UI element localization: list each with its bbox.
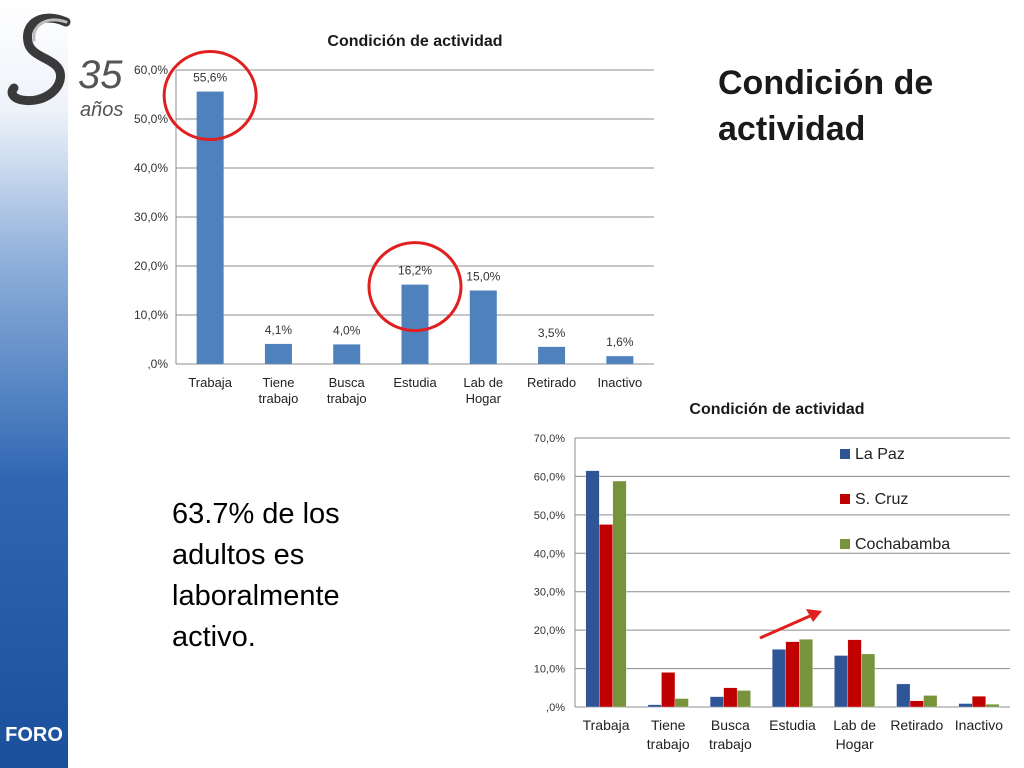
data-label: 4,1% — [265, 323, 293, 337]
slide-title: Condición de actividad — [718, 64, 934, 148]
legend-label: Cochabamba — [855, 536, 950, 553]
data-label: 15,0% — [466, 270, 500, 284]
x-tick-label: trabajo — [647, 736, 690, 752]
legend-label: La Paz — [855, 446, 905, 463]
y-tick-label: 30,0% — [134, 210, 168, 224]
x-tick-label: trabajo — [709, 736, 752, 752]
bar — [958, 703, 973, 708]
x-tick-label: trabajo — [259, 391, 299, 406]
data-label: 55,6% — [193, 71, 227, 85]
y-tick-label: 40,0% — [134, 161, 168, 175]
logo-swirl-highlight — [32, 18, 68, 42]
x-tick-label: trabajo — [327, 391, 367, 406]
overall-activity-chart: Condición de actividad ,0% 10,0% 20,0% 30,0%… — [134, 33, 654, 406]
by-city-activity-chart: Condición de actividad ,0% 10,0% 20,0% 30,0%… — [534, 401, 1010, 752]
bar — [834, 655, 849, 708]
bar — [736, 690, 751, 708]
anniversary-logo: 35 años — [7, 13, 123, 121]
bar — [674, 698, 689, 708]
logo-word: años — [80, 99, 123, 121]
footer-label: FORO — [5, 724, 63, 746]
legend-swatch — [840, 494, 850, 504]
bar — [896, 683, 911, 708]
legend-swatch — [840, 539, 850, 549]
y-tick-label: 60,0% — [534, 471, 565, 483]
x-tick-label: Trabaja — [583, 717, 630, 733]
x-tick-label: Retirado — [527, 375, 576, 390]
bar — [585, 470, 600, 708]
bar — [772, 649, 786, 708]
chart-title: Condición de actividad — [689, 401, 864, 418]
x-tick-label: Busca — [329, 375, 366, 390]
x-tick-label: Tiene — [262, 375, 294, 390]
x-tick-label: Retirado — [890, 717, 943, 733]
bar — [196, 91, 224, 364]
x-tick-label: Lab de — [463, 375, 503, 390]
sidebar-band — [0, 0, 68, 768]
chart-title: Condición de actividad — [327, 33, 502, 50]
bar — [333, 344, 361, 364]
x-tick-label: Trabaja — [188, 375, 232, 390]
x-tick-label: Hogar — [466, 391, 502, 406]
bar — [469, 290, 497, 364]
data-label: 1,6% — [606, 335, 634, 349]
legend-label: S. Cruz — [855, 491, 908, 508]
bar — [909, 700, 924, 708]
bar — [606, 356, 634, 364]
y-tick-label: 50,0% — [534, 510, 565, 522]
y-tick-label: 40,0% — [534, 548, 565, 560]
data-label: 16,2% — [398, 264, 432, 278]
highlight-circle — [162, 50, 258, 142]
y-tick-label: 70,0% — [534, 433, 565, 445]
bar — [538, 346, 566, 364]
bar — [799, 639, 813, 708]
bar — [847, 639, 862, 708]
data-label: 3,5% — [538, 326, 566, 340]
y-tick-label: 20,0% — [134, 259, 168, 273]
y-tick-label: 50,0% — [134, 112, 168, 126]
x-tick-label: Estudia — [393, 375, 437, 390]
x-tick-label: Hogar — [836, 736, 874, 752]
bar — [599, 524, 613, 708]
bar — [861, 653, 876, 708]
x-tick-label: Lab de — [833, 717, 876, 733]
highlight-circle — [367, 241, 463, 333]
y-tick-label: 20,0% — [534, 625, 565, 637]
logo-number: 35 — [78, 53, 123, 97]
bar — [264, 343, 292, 364]
bar — [923, 695, 938, 708]
bar — [785, 641, 800, 708]
bar — [661, 672, 676, 708]
y-tick-label: ,0% — [546, 702, 565, 714]
bar — [972, 696, 986, 708]
bar — [647, 704, 662, 708]
x-tick-label: Busca — [711, 717, 750, 733]
y-tick-label: ,0% — [147, 357, 168, 371]
bar — [401, 284, 429, 364]
logo-swirl — [7, 13, 71, 106]
summary-text: 63.7% de los adultos es laboralmente act… — [172, 498, 340, 653]
legend-swatch — [840, 449, 850, 459]
x-tick-label: Estudia — [769, 717, 816, 733]
x-tick-label: Inactivo — [955, 717, 1003, 733]
y-tick-label: 30,0% — [534, 587, 565, 599]
bar — [723, 687, 738, 708]
y-tick-label: 60,0% — [134, 63, 168, 77]
bar — [612, 480, 627, 708]
x-tick-label: Inactivo — [597, 375, 642, 390]
bar — [709, 696, 724, 708]
data-label: 4,0% — [333, 323, 361, 337]
bar — [985, 704, 1000, 708]
y-tick-label: 10,0% — [134, 308, 168, 322]
x-tick-label: Tiene — [651, 717, 686, 733]
y-tick-label: 10,0% — [534, 664, 565, 676]
